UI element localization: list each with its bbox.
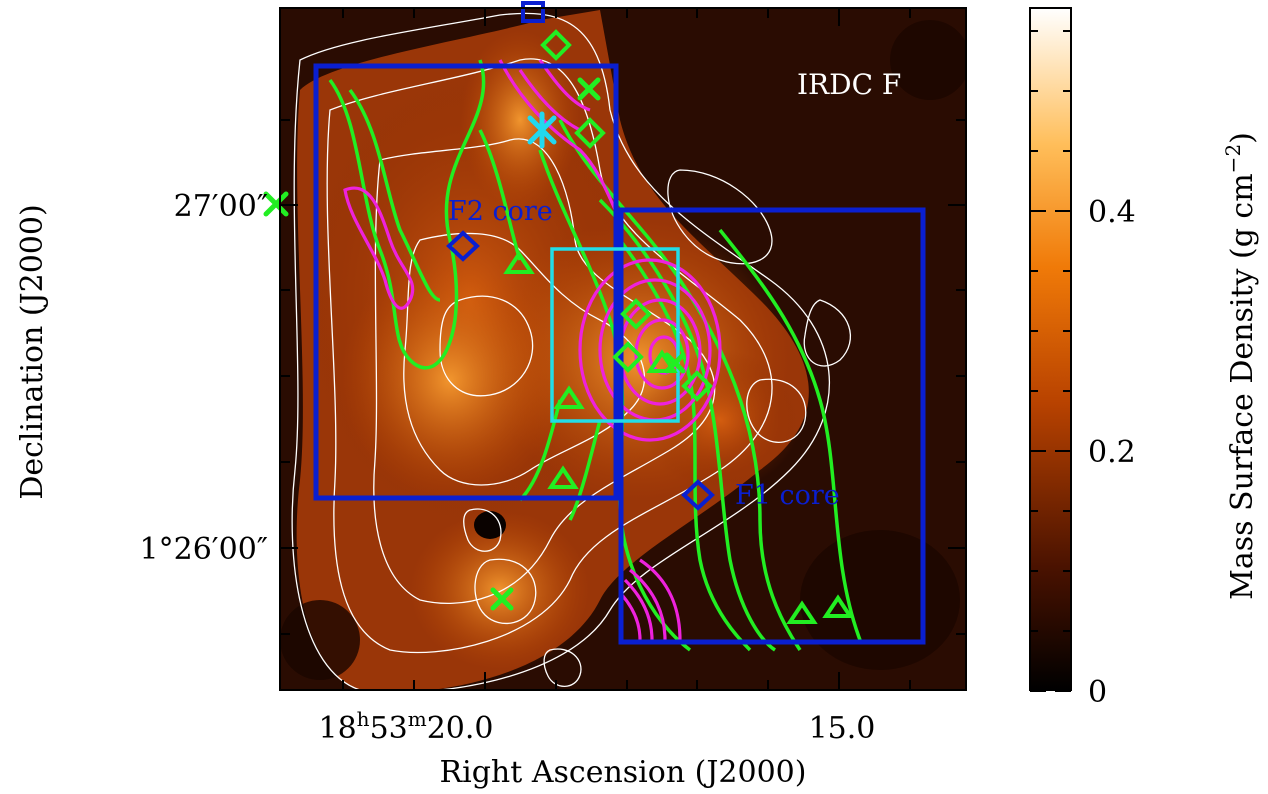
top-square-marker (521, 1, 545, 23)
colorbar-label: Mass Surface Density (g cm−2) (1221, 132, 1260, 600)
white-contours (291, 12, 851, 690)
triangle-marker (822, 594, 854, 618)
colorbar-tick-label: 0.4 (1088, 195, 1136, 230)
f2-core-label: F2 core (448, 196, 553, 227)
cross-markers (263, 77, 686, 611)
magenta-contours (343, 59, 722, 641)
x-tick-label: 15.0 (809, 711, 876, 746)
diamond-marker (574, 117, 606, 149)
triangle-marker (786, 600, 818, 624)
colorbar-tick-label: 0.2 (1088, 435, 1136, 470)
diamond-marker (681, 370, 713, 402)
map-frame (279, 7, 967, 691)
f2-core-diamond (446, 230, 480, 262)
f2-region-box (313, 63, 619, 501)
diamond-marker (540, 29, 572, 61)
triangle-marker (547, 465, 579, 489)
f1-region-box (618, 207, 926, 645)
cross-marker (263, 191, 289, 217)
triangle-marker (503, 250, 535, 274)
triangle-markers (503, 250, 854, 624)
triangle-marker (646, 349, 678, 373)
observation-boxes (313, 63, 926, 645)
star-marker (527, 111, 557, 149)
diamond-marker (612, 341, 644, 373)
x-axis-label: Right Ascension (J2000) (440, 755, 807, 790)
zoom-region-box (550, 247, 680, 423)
x-tick-label: 18h53m20.0 (318, 707, 493, 746)
diamond-markers (446, 29, 715, 511)
density-map (280, 8, 966, 690)
y-axis-label: Declination (J2000) (15, 204, 50, 499)
panel-label: IRDC F (797, 68, 901, 101)
triangle-marker (553, 385, 585, 409)
cross-marker (577, 77, 601, 101)
colorbar-tick-label: 0 (1088, 675, 1107, 710)
f1-core-diamond (681, 479, 715, 511)
cross-marker (664, 352, 686, 374)
f1-core-label: F1 core (735, 480, 840, 511)
diamond-marker (620, 298, 652, 330)
cross-marker (490, 587, 514, 611)
y-tick-label: 27′00″ (174, 189, 268, 224)
y-tick-label: 1°26′00″ (140, 532, 268, 567)
colorbar (1029, 7, 1072, 692)
